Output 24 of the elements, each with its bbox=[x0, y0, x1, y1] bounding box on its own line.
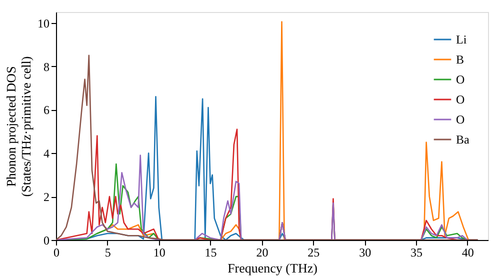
x-tick-label: 5 bbox=[104, 246, 111, 260]
x-tick-label: 10 bbox=[153, 246, 166, 260]
y-tick-label: 0 bbox=[44, 234, 50, 248]
y-axis-title: Phonon projected DOS (States/THz·primitive cell) bbox=[4, 56, 34, 197]
x-tick-label: 40 bbox=[462, 246, 474, 260]
y-tick-label: 2 bbox=[44, 190, 50, 204]
legend-label: Li bbox=[456, 32, 468, 46]
x-tick-label: 20 bbox=[256, 246, 268, 260]
legend-label: O bbox=[456, 72, 465, 86]
x-tick-label: 25 bbox=[308, 246, 320, 260]
line-series bbox=[56, 54, 478, 240]
legend-label: B bbox=[456, 52, 464, 66]
y-tick-label: 4 bbox=[44, 146, 50, 161]
y-tick-label: 8 bbox=[44, 60, 50, 74]
y-tick-label: 10 bbox=[38, 16, 50, 30]
legend-label: O bbox=[456, 112, 465, 126]
x-axis-title: Frequency (THz) bbox=[228, 260, 318, 276]
x-tick-label: 30 bbox=[359, 246, 372, 260]
x-tick-label: 0 bbox=[54, 246, 60, 260]
y-tick-label: 6 bbox=[44, 103, 50, 118]
legend-label: Ba bbox=[456, 132, 470, 146]
legend-label: O bbox=[456, 92, 465, 106]
x-tick-label: 35 bbox=[410, 246, 422, 260]
x-tick-label: 15 bbox=[204, 246, 217, 260]
